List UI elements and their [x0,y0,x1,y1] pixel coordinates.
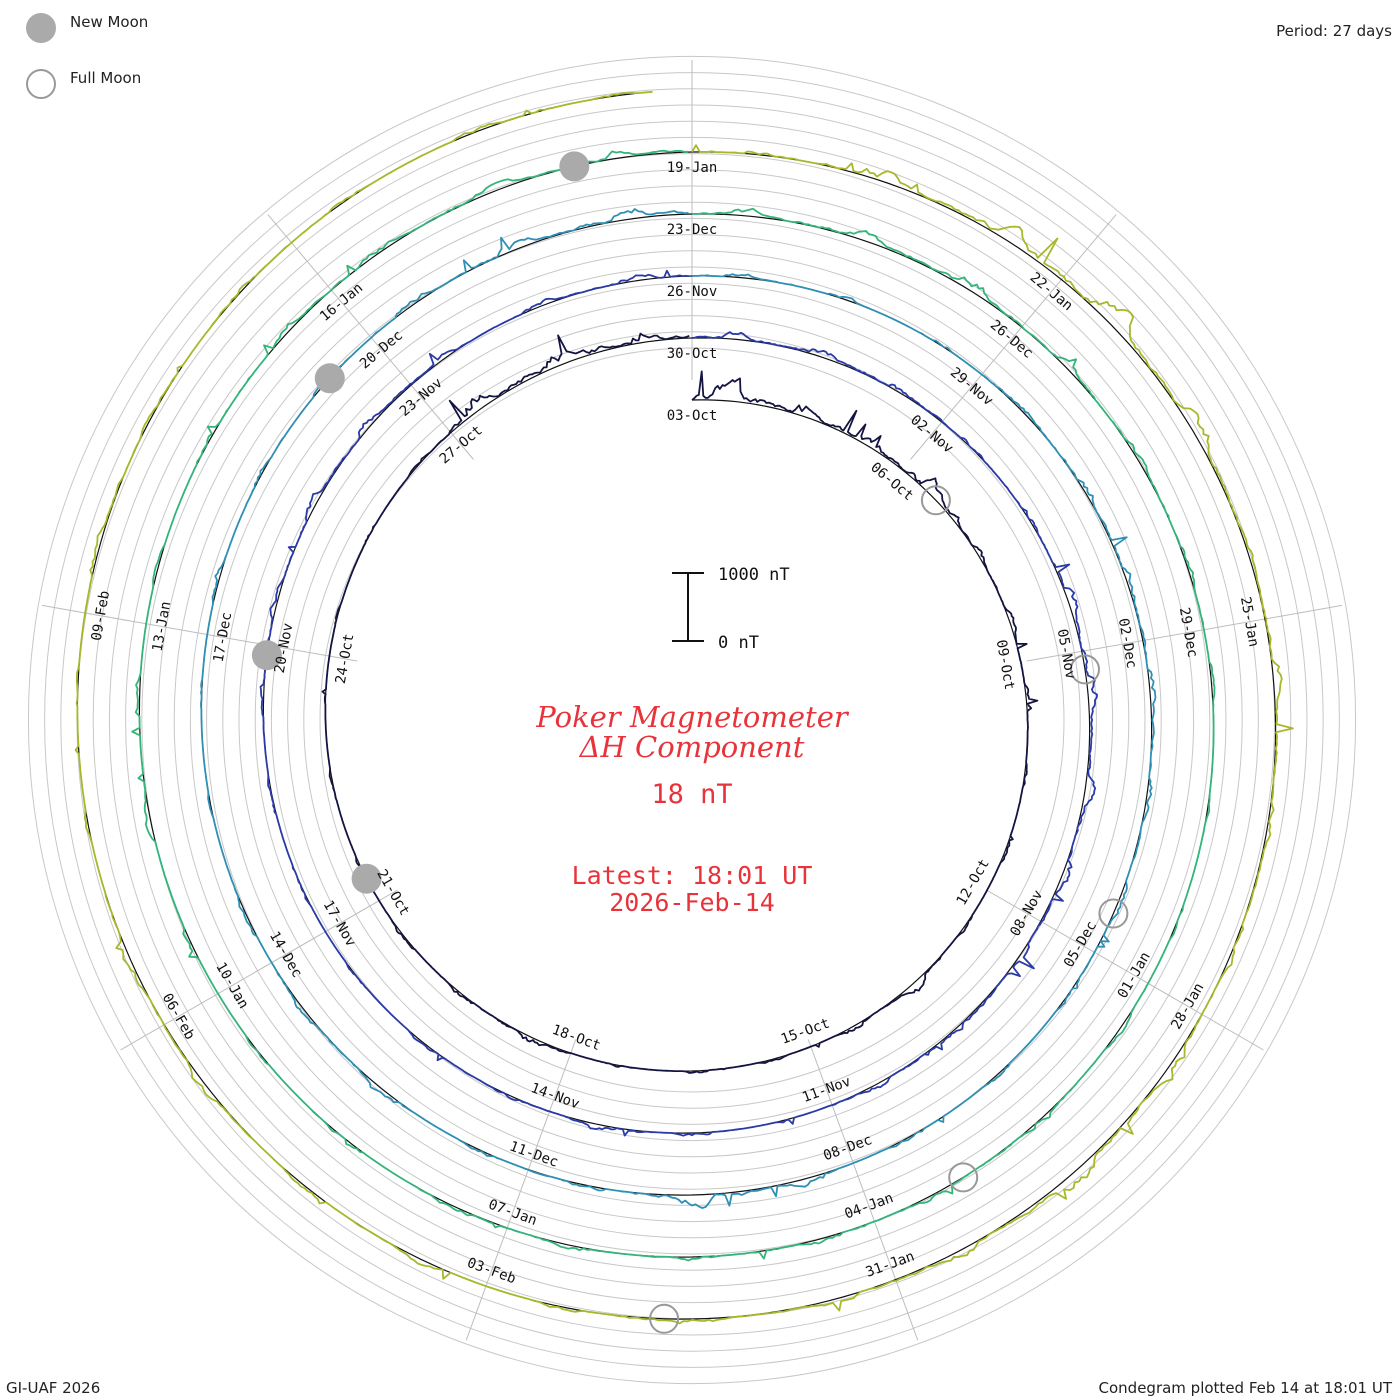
date-label: 19-Jan [667,160,718,176]
date-label: 26-Nov [667,284,718,300]
full-moon-marker [920,485,951,516]
data-series [74,90,1294,1325]
date-label: 15-Oct [779,1015,832,1047]
day-spoke [910,214,1117,460]
date-label: 06-Oct [867,459,916,504]
date-label: 11-Dec [507,1138,560,1170]
date-label: 21-Oct [373,867,412,919]
date-label: 29-Dec [1176,606,1201,659]
date-label: 29-Nov [947,365,996,410]
day-spoke [120,889,398,1051]
chart-title-line1: Poker Magnetometer [535,700,850,734]
full-moon-marker [948,1162,979,1193]
date-label: 06-Feb [159,991,198,1043]
date-label: 27-Oct [437,423,486,468]
series-line [259,269,1098,1137]
date-label: 20-Nov [272,622,297,675]
footer-credit: GI-UAF 2026 [6,1379,101,1397]
day-spoke [41,604,358,662]
grid-rings [27,55,1357,1385]
new-moon-legend-label: New Moon [70,13,149,31]
series-line [74,90,1294,1325]
full-moon-legend-label: Full Moon [70,69,142,87]
date-label: 08-Dec [821,1132,874,1164]
date-label: 12-Oct [954,856,993,908]
scale-bar-bottom-label: 0 nT [718,633,759,653]
date-label: 20-Dec [357,328,406,373]
scale-bar-top-label: 1000 nT [718,565,790,585]
date-label: 22-Jan [1027,270,1076,315]
period-label: Period: 27 days [1276,22,1392,40]
date-label: 03-Oct [667,408,718,424]
date-label: 02-Nov [907,412,956,457]
chart-title: Poker Magnetometer ΔH Component [535,700,850,764]
date-label: 23-Nov [397,375,446,420]
date-label: 09-Feb [89,590,114,643]
date-label: 24-Oct [333,633,358,686]
series-line [200,208,1157,1209]
date-label: 02-Dec [1115,617,1140,670]
new-moon-marker [251,640,282,671]
date-label: 08-Nov [1007,887,1046,939]
date-label: 30-Oct [667,346,718,362]
date-label: 23-Dec [667,222,718,238]
day-spoke [267,214,474,460]
date-label: 28-Jan [1168,980,1207,1032]
date-label: 09-Oct [993,639,1018,692]
full-moon-marker [1070,654,1100,685]
moon-phase-markers [251,151,1129,1334]
latest-time: Latest: 18:01 UT [572,861,813,890]
new-moon-legend-icon [26,13,56,43]
footer-plotted: Condegram plotted Feb 14 at 18:01 UT [1098,1379,1392,1397]
latest-date: 2026-Feb-14 [609,888,775,917]
date-label: 04-Jan [842,1190,895,1222]
full-moon-marker [1098,898,1129,929]
date-label: 03-Feb [465,1255,518,1287]
date-label: 10-Jan [212,960,251,1012]
new-moon-marker [314,363,345,394]
date-label: 25-Jan [1237,596,1262,649]
date-label: 14-Dec [266,929,305,981]
day-spoke [465,1039,577,1341]
grid-ring [27,55,1357,1385]
full-moon-legend-icon [26,69,56,99]
series-line [321,332,1039,1074]
date-label: 17-Nov [320,898,359,950]
scale-bar: 1000 nT 0 nT [672,565,790,653]
chart-title-line2: ΔH Component [579,730,805,764]
date-label: 17-Dec [211,611,236,664]
baseline-value: 18 nT [651,779,732,810]
full-moon-marker [649,1303,680,1334]
new-moon-marker [559,151,590,182]
day-spoke [1026,604,1343,662]
date-label: 05-Nov [1054,628,1079,681]
day-spoke [807,1039,919,1341]
day-spoke [986,889,1264,1051]
series-line [131,149,1216,1262]
day-spokes [41,60,1343,1341]
new-moon-marker [351,863,382,894]
